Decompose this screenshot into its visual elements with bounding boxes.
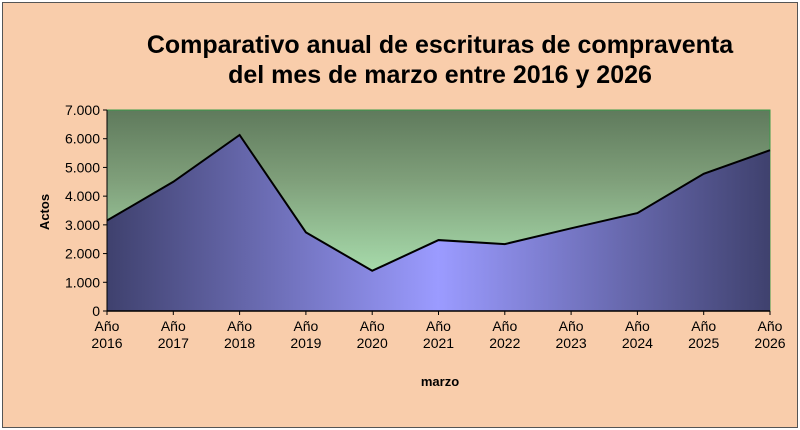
y-tick-label: 2.000: [65, 246, 100, 262]
area-series: [107, 134, 770, 311]
x-tick-label: Año 2022: [489, 318, 520, 351]
y-tick-label: 7.000: [65, 102, 100, 118]
x-tick-label: Año 2018: [224, 318, 255, 351]
y-tick-label: 6.000: [65, 131, 100, 147]
y-axis-label: Actos: [37, 194, 52, 230]
y-tick-label: 0: [92, 303, 100, 319]
chart-title-line2: del mes de marzo entre 2016 y 2026: [228, 61, 652, 89]
x-tick-label: Año 2016: [91, 318, 122, 351]
x-tick-label: Año 2023: [556, 318, 587, 351]
x-axis-label: marzo: [421, 374, 459, 389]
x-tick-label: Año 2024: [622, 318, 653, 351]
series-line: [106, 133, 771, 272]
y-tick-label: 4.000: [65, 188, 100, 204]
x-tick-label: Año 2019: [290, 318, 321, 351]
chart-title-line1: Comparativo anual de escrituras de compr…: [146, 31, 734, 59]
x-tick-label: Año 2025: [688, 318, 719, 351]
y-tick-label: 3.000: [65, 217, 100, 233]
x-tick-label: Año 2021: [423, 318, 454, 351]
y-tick-label: 1.000: [65, 274, 100, 290]
x-tick-label: Año 2020: [357, 318, 388, 351]
y-tick-label: 5.000: [65, 159, 100, 175]
x-tick-label: Año 2026: [754, 318, 785, 351]
x-tick-label: Año 2017: [158, 318, 189, 351]
